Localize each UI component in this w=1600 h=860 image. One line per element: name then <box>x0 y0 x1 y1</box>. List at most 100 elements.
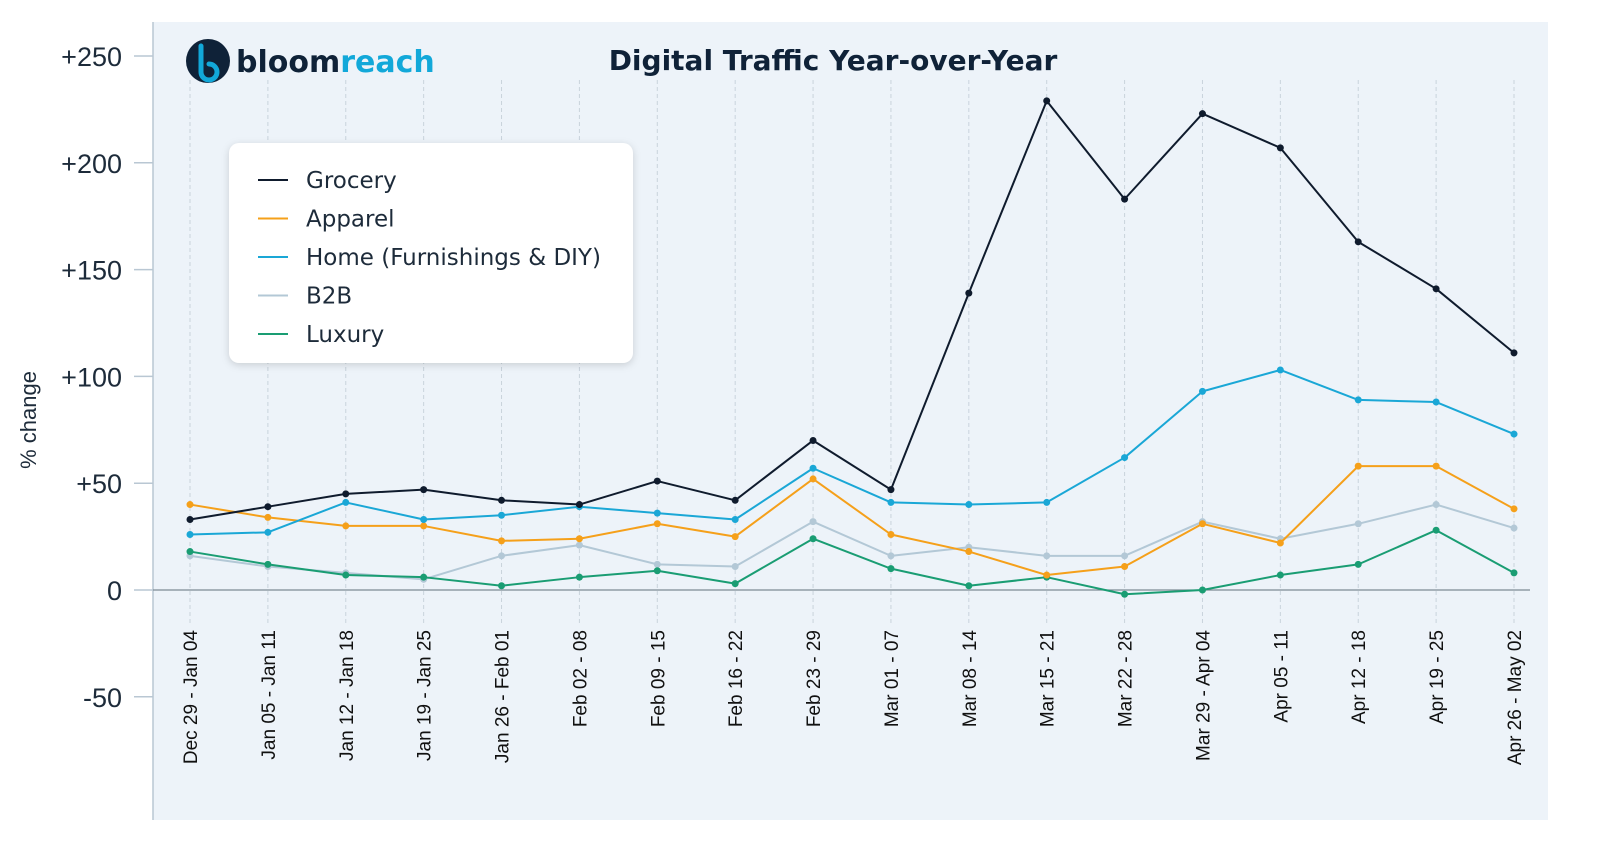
data-point <box>1510 430 1518 438</box>
data-point <box>1510 569 1518 577</box>
x-axis-ticks: Dec 29 - Jan 04 Jan 05 - Jan 11 Jan 12 - J… <box>181 630 1526 766</box>
data-point <box>731 496 739 504</box>
brand-logo: bloomreach <box>186 39 435 83</box>
data-point <box>731 563 739 571</box>
x-tick-label: Jan 05 - Jan 11 <box>259 630 280 760</box>
series-line <box>189 529 1515 596</box>
data-point <box>887 498 895 506</box>
data-point <box>1121 195 1129 203</box>
series-line <box>189 465 1515 577</box>
data-point <box>575 541 583 549</box>
series-apparel <box>186 462 1518 579</box>
data-point <box>575 573 583 581</box>
data-point <box>420 486 428 494</box>
data-point <box>1043 97 1051 105</box>
data-point <box>420 573 428 581</box>
series-layer <box>186 97 1518 598</box>
y-tick-label: +150 <box>61 256 122 286</box>
data-point <box>965 501 973 509</box>
data-point <box>653 520 661 528</box>
x-tick-label: Jan 12 - Jan 18 <box>337 630 358 761</box>
series-line <box>189 368 1515 536</box>
y-tick-label: -50 <box>83 683 122 713</box>
brand-name: bloomreach <box>236 45 435 80</box>
x-tick-label: Mar 29 - Apr 04 <box>1193 630 1214 761</box>
data-point <box>809 535 817 543</box>
data-point <box>342 498 350 506</box>
data-point <box>965 289 973 297</box>
data-point <box>1198 520 1206 528</box>
data-point <box>965 582 973 590</box>
x-tick-label: Feb 16 - 22 <box>726 630 747 727</box>
x-tick-label: Apr 12 - 18 <box>1349 630 1370 724</box>
chart-title: Digital Traffic Year-over-Year <box>609 44 1058 77</box>
data-point <box>1276 144 1284 152</box>
x-tick-label: Mar 01 - 07 <box>882 630 903 727</box>
data-point <box>1432 526 1440 534</box>
data-point <box>575 535 583 543</box>
data-point <box>498 511 506 519</box>
legend-label: Home (Furnishings & DIY) <box>306 245 601 271</box>
y-axis-label: % change <box>16 371 41 469</box>
data-point <box>1198 387 1206 395</box>
data-point <box>1354 560 1362 568</box>
legend-label: Apparel <box>306 207 395 233</box>
data-point <box>809 436 817 444</box>
data-point <box>965 548 973 556</box>
data-point <box>887 486 895 494</box>
data-point <box>420 516 428 524</box>
legend-label: Luxury <box>306 322 384 348</box>
y-axis-ticks: +250 +200 +150 +100 +50 0 -50 <box>61 42 153 713</box>
data-point <box>887 565 895 573</box>
data-point <box>1043 498 1051 506</box>
data-point <box>498 496 506 504</box>
series-luxury <box>186 526 1518 598</box>
data-point <box>809 464 817 472</box>
data-point <box>1510 349 1518 357</box>
data-point <box>1121 454 1129 462</box>
legend: Grocery Apparel Home (Furnishings & DIY) B2… <box>229 143 633 363</box>
data-point <box>498 537 506 545</box>
data-point <box>1510 524 1518 532</box>
y-tick-label: 0 <box>107 576 122 606</box>
data-point <box>1276 571 1284 579</box>
data-point <box>731 516 739 524</box>
x-tick-label: Jan 19 - Jan 25 <box>415 630 436 761</box>
data-point <box>1354 520 1362 528</box>
data-point <box>1043 571 1051 579</box>
data-point <box>1043 552 1051 560</box>
data-point <box>186 516 194 524</box>
data-point <box>887 552 895 560</box>
x-tick-label: Feb 02 - 08 <box>570 630 591 727</box>
data-point <box>1354 462 1362 470</box>
y-tick-label: +100 <box>61 362 122 392</box>
series-line <box>189 99 1515 521</box>
data-point <box>1198 110 1206 118</box>
data-point <box>1432 398 1440 406</box>
x-tick-label: Apr 26 - May 02 <box>1505 630 1526 765</box>
data-point <box>1121 590 1129 598</box>
data-point <box>342 522 350 530</box>
data-point <box>575 501 583 509</box>
data-point <box>420 522 428 530</box>
y-tick-label: +200 <box>61 149 122 179</box>
legend-label: B2B <box>306 284 352 310</box>
data-point <box>1510 505 1518 513</box>
data-point <box>653 477 661 485</box>
data-point <box>1276 366 1284 374</box>
data-point <box>731 533 739 541</box>
data-point <box>1354 396 1362 404</box>
data-point <box>498 552 506 560</box>
data-point <box>1354 238 1362 246</box>
x-tick-label: Apr 19 - 25 <box>1427 630 1448 724</box>
x-tick-label: Apr 05 - 11 <box>1271 630 1292 723</box>
data-point <box>186 548 194 556</box>
data-point <box>264 503 272 511</box>
x-tick-label: Mar 15 - 21 <box>1038 630 1059 727</box>
data-point <box>1276 539 1284 547</box>
x-tick-label: Jan 26 - Feb 01 <box>493 630 514 763</box>
data-point <box>1121 552 1129 560</box>
x-tick-label: Mar 22 - 28 <box>1116 630 1137 727</box>
